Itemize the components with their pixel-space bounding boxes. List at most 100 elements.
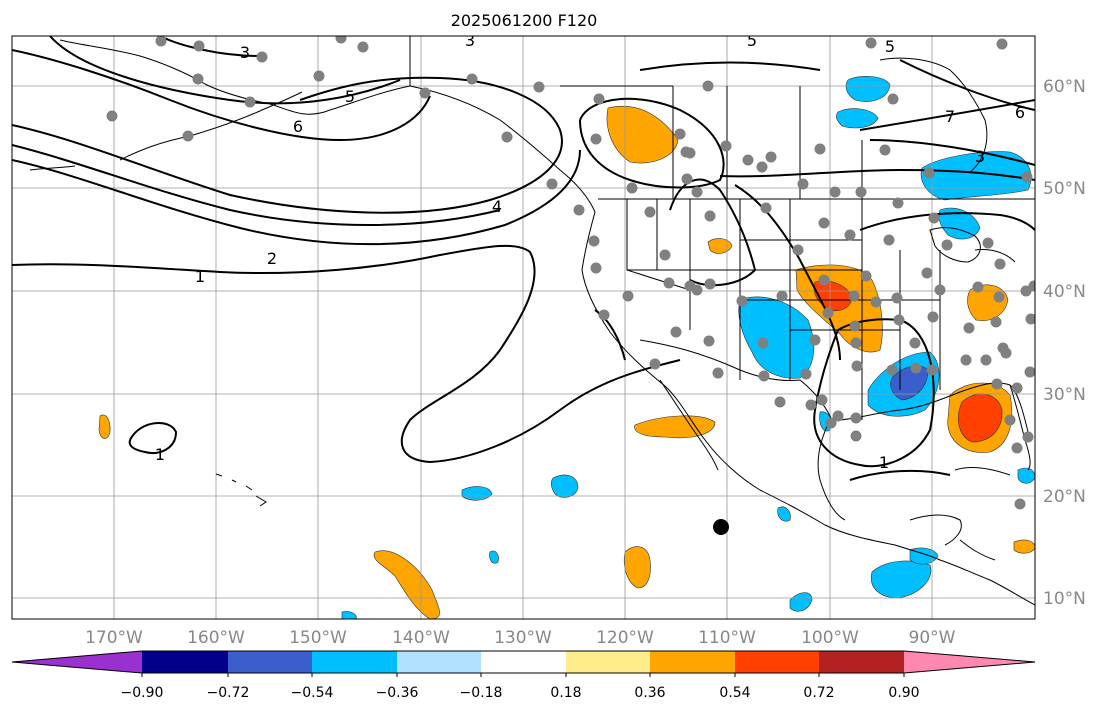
station-dot xyxy=(704,278,716,290)
station-dot xyxy=(674,128,686,140)
map-title: 2025061200 F120 xyxy=(451,11,598,30)
shade-orange-gulf-east xyxy=(1013,539,1035,554)
lon-label: 100°W xyxy=(801,628,859,648)
latitude-labels: 60°N 50°N 40°N 30°N 20°N 10°N xyxy=(1043,77,1086,609)
contour-label: 1 xyxy=(195,267,205,286)
station-dot xyxy=(893,314,905,326)
lat-label: 30°N xyxy=(1043,385,1086,405)
station-dot xyxy=(844,229,856,241)
shade-blue-atl xyxy=(1017,467,1035,484)
colorbar-segment xyxy=(142,651,228,673)
colorbar-tick-label: 0.54 xyxy=(719,685,750,701)
station-dot xyxy=(883,234,895,246)
station-dot xyxy=(792,244,804,256)
station-dot xyxy=(822,307,834,319)
negative-anomaly-shading xyxy=(341,76,1035,619)
station-dot xyxy=(797,178,809,190)
colorbar-tick-label: −0.90 xyxy=(121,685,164,701)
station-dot xyxy=(851,360,863,372)
station-dot xyxy=(776,290,788,302)
station-dot xyxy=(680,146,692,158)
station-dot xyxy=(829,186,841,198)
contour-label: 6 xyxy=(1015,103,1025,122)
station-dot xyxy=(910,362,922,374)
station-dot xyxy=(774,396,786,408)
shade-red-plains xyxy=(813,280,853,311)
shade-blue-bottom xyxy=(341,611,357,619)
colorbar-segment xyxy=(397,651,481,673)
station-dot xyxy=(805,399,817,411)
station-dot xyxy=(923,167,935,179)
station-dot xyxy=(765,151,777,163)
station-dot xyxy=(681,173,693,185)
contour-line-rockies xyxy=(734,184,841,361)
station-dots xyxy=(106,36,1035,510)
station-dot xyxy=(622,290,634,302)
station-dot xyxy=(244,96,256,108)
longitude-labels: 170°W 160°W 150°W 140°W 130°W 120°W 110°… xyxy=(85,628,956,648)
map-frame xyxy=(11,35,1036,620)
contour-line-southwest xyxy=(594,309,626,361)
station-dot xyxy=(848,290,860,302)
contour-label: 5 xyxy=(885,37,895,56)
contour-line-7-ne xyxy=(899,59,1035,111)
station-dot xyxy=(960,354,972,366)
station-dot xyxy=(758,370,770,382)
colorbar-extend-max xyxy=(904,651,1035,673)
station-dot xyxy=(886,364,898,376)
station-dot xyxy=(193,40,205,52)
station-dot xyxy=(891,292,903,304)
shade-blue-mexico-w xyxy=(550,474,579,498)
station-dot xyxy=(704,210,716,222)
station-dot xyxy=(963,322,975,334)
station-dot xyxy=(980,354,992,366)
station-dot xyxy=(756,161,768,173)
station-dot xyxy=(533,81,545,93)
station-dot xyxy=(1011,442,1023,454)
lat-label: 20°N xyxy=(1043,487,1086,507)
station-dot xyxy=(256,51,268,63)
shade-orange-west xyxy=(98,414,111,439)
station-dot xyxy=(720,140,732,152)
contour-line-2 xyxy=(12,149,581,246)
colorbar-extend-min xyxy=(12,651,142,673)
lon-label: 150°W xyxy=(289,628,347,648)
station-dot xyxy=(818,217,830,229)
colorbar-tick-label: −0.36 xyxy=(376,685,419,701)
lat-label: 10°N xyxy=(1043,589,1086,609)
lon-label: 110°W xyxy=(698,628,756,648)
station-dot xyxy=(991,378,1003,390)
station-dot xyxy=(1014,498,1026,510)
lon-label: 90°W xyxy=(909,628,956,648)
station-dot xyxy=(1020,285,1032,297)
station-dot xyxy=(1021,171,1033,183)
station-dot xyxy=(736,295,748,307)
station-dot xyxy=(1024,366,1035,378)
contour-line-mexico xyxy=(849,469,951,481)
colorbar-segment xyxy=(228,651,312,673)
station-dot xyxy=(990,316,1002,328)
station-dot xyxy=(816,394,828,406)
colorbar-segment xyxy=(735,651,819,673)
lat-label: 40°N xyxy=(1043,282,1086,302)
shade-blue-southwest xyxy=(777,506,791,522)
contour-line-3 xyxy=(12,144,501,226)
colorbar-segment xyxy=(819,651,904,673)
station-dot xyxy=(941,239,953,251)
contour-line-5-west xyxy=(49,36,401,105)
station-dot xyxy=(663,277,675,289)
shade-blue-cam xyxy=(870,560,932,599)
station-dot xyxy=(850,337,862,349)
contour-label: 1 xyxy=(879,453,889,472)
station-dot xyxy=(590,133,602,145)
station-dot xyxy=(712,367,724,379)
station-dot xyxy=(996,38,1008,50)
station-dot xyxy=(879,144,891,156)
station-dot xyxy=(800,368,812,380)
station-dot xyxy=(106,110,118,122)
colorbar-tick-label: −0.54 xyxy=(291,685,334,701)
station-dot xyxy=(818,274,830,286)
station-dot xyxy=(760,202,772,214)
contour-line-east xyxy=(859,212,1035,231)
shade-blue-canada-1 xyxy=(845,76,891,102)
